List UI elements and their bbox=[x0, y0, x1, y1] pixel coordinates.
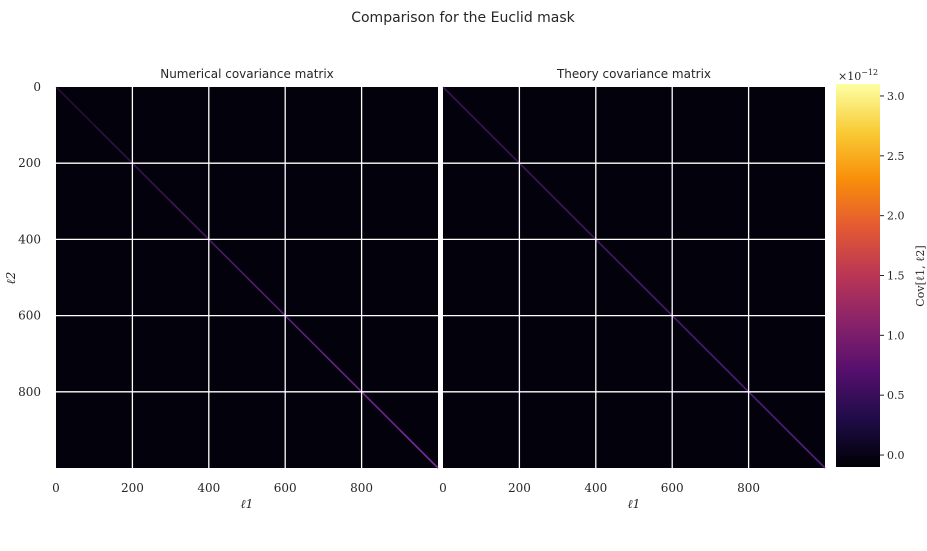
numerical-y-tick-label: 600 bbox=[18, 309, 41, 323]
numerical-y-tick-label: 400 bbox=[18, 232, 41, 246]
colorbar-scale-factor: ×10−12 bbox=[838, 68, 878, 83]
colorbar-tick-label: 1.0 bbox=[887, 329, 905, 342]
theory-diagonal-segment bbox=[557, 200, 597, 240]
colorbar: 0.0 0.5 1.0 1.5 2.0 2.5 3.0 ×10−12 Cov[ℓ1, ℓ2] bbox=[836, 68, 927, 467]
numerical-y-axis-label: ℓ2 bbox=[4, 272, 18, 285]
colorbar-tick-label: 2.0 bbox=[887, 210, 905, 223]
numerical-panel-title: Numerical covariance matrix bbox=[160, 67, 334, 81]
colorbar-tick-label: 2.5 bbox=[887, 150, 905, 163]
theory-x-tick-label: 600 bbox=[661, 481, 684, 495]
numerical-diagonal-segment bbox=[131, 162, 172, 202]
theory-diagonal-segment bbox=[709, 353, 750, 393]
numerical-diagonal-segment bbox=[246, 276, 286, 317]
theory-diagonal-segment bbox=[595, 238, 635, 279]
numerical-matrix-diagonal bbox=[55, 86, 439, 469]
numerical-diagonal-segment bbox=[55, 86, 95, 126]
numerical-x-tick-label: 400 bbox=[197, 481, 220, 495]
numerical-x-tick-label: 200 bbox=[121, 481, 144, 495]
theory-x-axis-label: ℓ1 bbox=[628, 497, 641, 511]
numerical-diagonal-segment bbox=[284, 315, 324, 355]
numerical-matrix-grid bbox=[56, 87, 438, 468]
numerical-x-axis-label: ℓ1 bbox=[241, 497, 254, 511]
theory-diagonal-segment bbox=[442, 86, 482, 126]
theory-diagonal-segment bbox=[518, 162, 559, 202]
numerical-x-tick-label: 600 bbox=[274, 481, 297, 495]
theory-diagonal-segment bbox=[748, 391, 788, 431]
numerical-diagonal-segment bbox=[361, 391, 401, 431]
numerical-diagonal-segment bbox=[170, 200, 210, 240]
theory-x-tick-label: 400 bbox=[584, 481, 607, 495]
colorbar-scale-prefix: ×10 bbox=[838, 70, 861, 83]
colorbar-tick-label: 0.5 bbox=[887, 389, 905, 402]
theory-diagonal-segment bbox=[786, 429, 826, 469]
numerical-x-ticks: 0 200 400 600 800 bbox=[52, 481, 373, 495]
theory-x-tick-label: 0 bbox=[439, 481, 447, 495]
theory-diagonal-segment bbox=[633, 276, 673, 317]
theory-diagonal-segment bbox=[480, 124, 520, 164]
numerical-diagonal-segment bbox=[208, 238, 248, 279]
theory-x-tick-label: 800 bbox=[737, 481, 760, 495]
numerical-y-tick-label: 200 bbox=[18, 156, 41, 170]
numerical-diagonal-segment bbox=[322, 353, 363, 393]
numerical-y-tick-label: 800 bbox=[18, 385, 41, 399]
colorbar-ticks: 0.0 0.5 1.0 1.5 2.0 2.5 3.0 bbox=[880, 90, 905, 462]
theory-matrix-grid bbox=[443, 87, 825, 468]
theory-matrix-diagonal bbox=[442, 86, 826, 469]
colorbar-tick-label: 0.0 bbox=[887, 449, 905, 462]
numerical-y-tick-label: 0 bbox=[33, 80, 41, 94]
numerical-x-tick-label: 800 bbox=[350, 481, 373, 495]
theory-x-tick-label: 200 bbox=[508, 481, 531, 495]
colorbar-scale-exponent: −12 bbox=[861, 68, 878, 77]
colorbar-label: Cov[ℓ1, ℓ2] bbox=[914, 245, 927, 306]
numerical-diagonal-segment bbox=[93, 124, 133, 164]
theory-x-ticks: 0 200 400 600 800 bbox=[439, 481, 760, 495]
colorbar-tick-label: 1.5 bbox=[887, 270, 905, 283]
numerical-x-tick-label: 0 bbox=[52, 481, 60, 495]
figure-title: Comparison for the Euclid mask bbox=[351, 10, 575, 26]
numerical-diagonal-segment bbox=[399, 429, 439, 469]
theory-panel-title: Theory covariance matrix bbox=[556, 67, 711, 81]
colorbar-tick-label: 3.0 bbox=[887, 90, 905, 103]
colorbar-gradient bbox=[836, 84, 880, 467]
theory-diagonal-segment bbox=[671, 315, 711, 355]
numerical-covariance-panel: Numerical covariance matrix 0 200 400 600 80… bbox=[4, 67, 439, 511]
theory-covariance-panel: Theory covariance matrix 0 200 400 600 800 ℓ… bbox=[439, 67, 826, 511]
numerical-y-ticks: 0 200 400 600 800 bbox=[18, 80, 41, 399]
